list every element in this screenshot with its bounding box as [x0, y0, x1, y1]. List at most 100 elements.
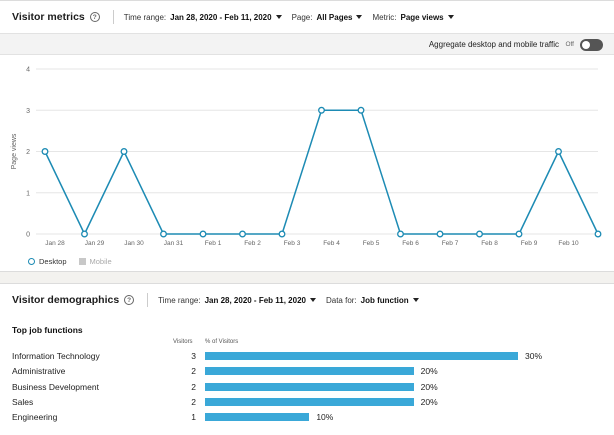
demo-time-range-value: Jan 28, 2020 - Feb 11, 2020	[204, 295, 306, 305]
visitor-count: 2	[191, 381, 196, 392]
job-function-row: Business Development 2 20%	[0, 381, 614, 396]
visitor-pct-label: 30%	[525, 351, 543, 361]
data-point[interactable]	[515, 230, 523, 238]
time-range-dropdown[interactable]: Time range: Jan 28, 2020 - Feb 11, 2020	[124, 13, 282, 22]
job-function-row: Engineering 1 10%	[0, 411, 614, 426]
chevron-down-icon	[356, 15, 363, 19]
help-icon[interactable]: ?	[124, 295, 135, 305]
y-tick-label: 4	[26, 67, 30, 74]
job-function-row: Information Technology 3 30%	[0, 350, 614, 365]
visitor-pct-bar	[205, 367, 414, 376]
chevron-down-icon	[412, 298, 419, 302]
aggregate-bar: Aggregate desktop and mobile traffic Off	[0, 33, 614, 55]
job-function-name: Sales	[12, 396, 34, 407]
header-divider	[112, 10, 114, 24]
y-tick-label: 0	[26, 232, 30, 239]
toggle-knob	[582, 41, 590, 49]
x-tick-label: Jan 28	[45, 240, 65, 247]
job-function-name: Administrative	[12, 366, 66, 377]
metric-dropdown[interactable]: Metric: Page views	[372, 12, 454, 22]
visitors-column-header: Visitors	[173, 339, 193, 345]
time-range-value: Jan 28, 2020 - Feb 11, 2020	[170, 12, 272, 22]
aggregate-toggle[interactable]	[580, 39, 603, 51]
demo-time-range-dropdown[interactable]: Time range: Jan 28, 2020 - Feb 11, 2020	[158, 296, 316, 305]
chevron-down-icon	[309, 298, 316, 302]
job-function-name: Engineering	[12, 412, 58, 423]
visitor-metrics-header: Visitor metrics ? Time range: Jan 28, 20…	[0, 1, 614, 33]
data-point[interactable]	[397, 230, 404, 238]
visitor-demographics-header: Visitor demographics ? Time range: Jan 2…	[0, 284, 614, 316]
x-tick-label: Feb 1	[205, 240, 222, 247]
top-job-functions-title: Top job functions	[12, 325, 83, 335]
legend-item-desktop[interactable]: Desktop	[28, 257, 67, 266]
data-point[interactable]	[120, 148, 128, 155]
visitor-demographics-title: Visitor demographics	[12, 294, 120, 306]
visitor-count: 2	[191, 396, 196, 407]
data-point[interactable]	[199, 230, 207, 238]
legend-label-mobile: Mobile	[89, 257, 112, 266]
toggle-state-label: Off	[565, 41, 574, 48]
data-point[interactable]	[278, 230, 286, 238]
visitor-count: 1	[191, 412, 196, 423]
visitor-metrics-card: Visitor metrics ? Time range: Jan 28, 20…	[0, 0, 614, 272]
data-point[interactable]	[81, 230, 88, 238]
demo-time-range-label: Time range:	[158, 295, 201, 305]
metric-label: Metric:	[372, 12, 397, 22]
visitor-pct-label: 20%	[420, 396, 438, 407]
page-dropdown[interactable]: Page: All Pages	[292, 13, 363, 22]
visitor-count: 2	[191, 366, 196, 377]
x-tick-label: Feb 8	[481, 240, 498, 247]
help-icon[interactable]: ?	[89, 12, 100, 22]
job-function-name: Business Development	[12, 381, 99, 392]
data-point[interactable]	[239, 230, 246, 238]
y-tick-label: 2	[26, 149, 30, 156]
page-label: Page:	[291, 12, 313, 22]
x-tick-label: Feb 3	[284, 240, 301, 247]
job-function-row: Administrative 2 20%	[0, 365, 614, 380]
visitor-pct-label: 20%	[420, 381, 438, 392]
visitor-pct-label: 10%	[316, 412, 334, 423]
x-tick-label: Jan 29	[85, 240, 105, 247]
data-point[interactable]	[436, 230, 444, 238]
y-tick-label: 1	[26, 190, 30, 197]
chart-legend: Desktop Mobile	[28, 257, 124, 266]
x-tick-label: Feb 9	[521, 240, 538, 247]
x-tick-label: Jan 31	[164, 240, 184, 247]
page-views-chart: 0 1 2 3 4 Page views Jan 28 Jan 29 Jan 30 Jan 31 F…	[11, 67, 602, 247]
chevron-down-icon	[447, 15, 454, 19]
data-point[interactable]	[555, 148, 562, 155]
visitor-pct-bar	[205, 352, 518, 360]
visitor-metrics-title: Visitor metrics	[12, 11, 85, 23]
visitor-pct-bar	[205, 397, 414, 406]
header-divider	[147, 293, 149, 307]
y-axis-label: Page views	[11, 133, 18, 169]
job-function-name: Information Technology	[12, 351, 100, 361]
x-tick-label: Feb 6	[402, 240, 419, 247]
x-tick-label: Feb 10	[558, 240, 579, 247]
data-point[interactable]	[594, 230, 602, 238]
visitor-demographics-card: Visitor demographics ? Time range: Jan 2…	[0, 283, 614, 435]
y-tick-label: 3	[26, 108, 30, 115]
visitor-pct-bar	[205, 413, 310, 422]
time-range-label: Time range:	[123, 12, 167, 22]
data-point[interactable]	[318, 106, 325, 114]
series-line-desktop	[44, 109, 599, 235]
data-point[interactable]	[476, 230, 483, 238]
x-tick-label: Jan 30	[124, 240, 144, 247]
page-value: All Pages	[316, 12, 353, 22]
legend-marker-mobile	[78, 258, 86, 265]
pct-visitors-column-header: % of Visitors	[205, 339, 239, 345]
data-point[interactable]	[357, 106, 365, 114]
legend-item-mobile[interactable]: Mobile	[78, 257, 112, 266]
legend-marker-desktop	[28, 258, 35, 265]
data-for-dropdown[interactable]: Data for: Job function	[326, 296, 419, 305]
aggregate-label: Aggregate desktop and mobile traffic	[428, 40, 559, 49]
data-for-value: Job function	[360, 295, 409, 305]
visitor-pct-label: 20%	[420, 366, 438, 377]
x-tick-label: Feb 2	[244, 240, 261, 247]
data-point[interactable]	[160, 230, 167, 238]
job-function-row: Sales 2 20%	[0, 396, 614, 411]
data-point[interactable]	[41, 148, 49, 155]
chevron-down-icon	[275, 15, 282, 19]
legend-label-desktop: Desktop	[39, 257, 67, 266]
